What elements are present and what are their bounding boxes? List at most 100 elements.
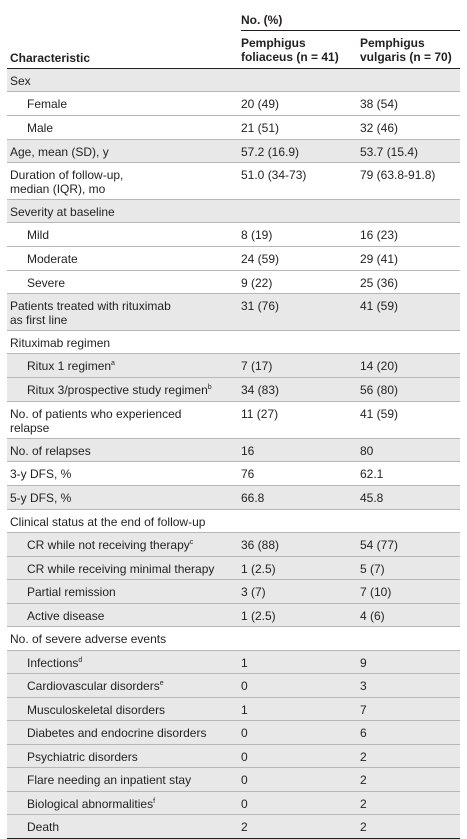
vulgaris-value: 14 (20) bbox=[360, 359, 399, 373]
foliaceus-value: 7 (17) bbox=[241, 359, 273, 373]
table-row: No. of severe adverse events bbox=[7, 627, 460, 651]
foliaceus-value: 2 bbox=[241, 820, 248, 834]
vulgaris-value: 3 bbox=[360, 679, 367, 693]
vulgaris-value: 2 bbox=[360, 797, 367, 811]
table-body: Sex Female 20 (49) 38 (54) Male 21 (51) 32 (46… bbox=[7, 69, 460, 839]
row-label-text: Partial remission bbox=[27, 585, 116, 599]
row-label-text: Severe bbox=[27, 276, 66, 290]
table-row: No. of patients who experienced relapse 11… bbox=[7, 402, 460, 439]
row-label-text: Musculoskeletal disorders bbox=[27, 703, 166, 717]
table-row: Musculoskeletal disorders 1 7 bbox=[7, 698, 460, 721]
table-row: 5-y DFS, % 66.8 45.8 bbox=[7, 486, 460, 510]
row-label-text: No. of patients who experienced bbox=[10, 407, 182, 421]
row-label: Age, mean (SD), y bbox=[7, 140, 238, 159]
table-row: Severity at baseline bbox=[7, 200, 460, 223]
table-row: Severe 9 (22) 25 (36) bbox=[7, 271, 460, 294]
row-label: Severe bbox=[7, 271, 238, 290]
row-label-text-line-2: relapse bbox=[10, 421, 50, 435]
row-label-text: No. of relapses bbox=[10, 444, 91, 458]
row-label-text: 3-y DFS, % bbox=[10, 467, 72, 481]
foliaceus-value: 1 (2.5) bbox=[241, 609, 276, 623]
table-row: Psychiatric disorders 0 2 bbox=[7, 745, 460, 768]
row-label-text: Clinical status at the end of follow-up bbox=[10, 515, 206, 529]
foliaceus-value: 20 (49) bbox=[241, 97, 280, 111]
table-row: Partial remission 3 (7) 7 (10) bbox=[7, 580, 460, 604]
row-label-text: Biological abnormalities bbox=[27, 797, 154, 811]
foliaceus-value: 57.2 (16.9) bbox=[241, 145, 300, 159]
foliaceus-value: 0 bbox=[241, 679, 248, 693]
table-row: Female 20 (49) 38 (54) bbox=[7, 92, 460, 116]
row-label-text-line-2: as first line bbox=[10, 313, 68, 327]
row-label: Clinical status at the end of follow-up bbox=[7, 510, 238, 529]
row-label-text: Severity at baseline bbox=[10, 205, 115, 219]
row-label: CR while receiving minimal therapy bbox=[7, 557, 238, 576]
foliaceus-value: 21 (51) bbox=[241, 121, 280, 135]
foliaceus-value: 8 (19) bbox=[241, 228, 273, 242]
table-row: Infectionsd 1 9 bbox=[7, 651, 460, 674]
vulgaris-value bbox=[357, 331, 460, 336]
vulgaris-value: 80 bbox=[360, 444, 374, 458]
table-row: Clinical status at the end of follow-up bbox=[7, 510, 460, 533]
characteristic-header: Characteristic bbox=[10, 51, 91, 65]
vulgaris-header-line-2: vulgaris (n = 70) bbox=[360, 50, 452, 64]
row-label-text: Sex bbox=[10, 74, 31, 88]
row-label: Diabetes and endocrine disorders bbox=[7, 721, 238, 740]
row-label-text: Rituximab regimen bbox=[10, 336, 111, 350]
footnote-marker: b bbox=[207, 384, 212, 391]
foliaceus-value: 0 bbox=[241, 773, 248, 787]
table-row: Mild 8 (19) 16 (23) bbox=[7, 223, 460, 247]
row-label-text: Age, mean (SD), y bbox=[10, 145, 109, 159]
vulgaris-value: 45.8 bbox=[360, 491, 384, 505]
vulgaris-value: 2 bbox=[360, 773, 367, 787]
foliaceus-value: 31 (76) bbox=[241, 299, 280, 313]
vulgaris-value: 41 (59) bbox=[360, 407, 399, 421]
foliaceus-value bbox=[238, 627, 357, 632]
row-label-text: Duration of follow-up, bbox=[10, 168, 124, 182]
row-label-text: No. of severe adverse events bbox=[10, 632, 167, 646]
foliaceus-value: 66.8 bbox=[241, 491, 265, 505]
vulgaris-value: 7 bbox=[360, 703, 367, 717]
vulgaris-value: 62.1 bbox=[360, 467, 384, 481]
row-label-text: 5-y DFS, % bbox=[10, 491, 72, 505]
foliaceus-value: 0 bbox=[241, 750, 248, 764]
row-label: Infectionsd bbox=[7, 651, 238, 670]
vulgaris-value: 38 (54) bbox=[360, 97, 399, 111]
vulgaris-column-header: Pemphigus vulgaris (n = 70) bbox=[360, 36, 452, 64]
foliaceus-value: 11 (27) bbox=[241, 407, 279, 421]
table-row: Biological abnormalitiesf 0 2 bbox=[7, 792, 460, 815]
table-row: Duration of follow-up, median (IQR), mo 51… bbox=[7, 163, 460, 200]
table-row: Patients treated with rituximab as first … bbox=[7, 294, 460, 331]
row-label-text: CR while receiving minimal therapy bbox=[27, 562, 215, 576]
vulgaris-value: 2 bbox=[360, 750, 367, 764]
row-label: Mild bbox=[7, 223, 238, 242]
vulgaris-value: 25 (36) bbox=[360, 276, 399, 290]
row-label: No. of patients who experienced relapse bbox=[7, 402, 238, 435]
row-label: Duration of follow-up, median (IQR), mo bbox=[7, 163, 238, 196]
row-label-text: CR while not receiving therapy bbox=[27, 538, 190, 552]
foliaceus-value: 0 bbox=[241, 726, 248, 740]
row-label: Female bbox=[7, 92, 238, 111]
row-label-text: Cardiovascular disorders bbox=[27, 679, 160, 693]
foliaceus-value: 34 (83) bbox=[241, 383, 280, 397]
row-label-text: Patients treated with rituximab bbox=[10, 299, 171, 313]
row-label: Partial remission bbox=[7, 580, 238, 599]
footnote-marker: d bbox=[78, 657, 83, 664]
foliaceus-value: 0 bbox=[241, 797, 248, 811]
foliaceus-value bbox=[238, 69, 357, 74]
row-label: CR while not receiving therapyc bbox=[7, 533, 238, 552]
vulgaris-value: 79 (63.8-91.8) bbox=[360, 168, 436, 182]
foliaceus-value: 51.0 (34-73) bbox=[241, 168, 307, 182]
footnote-marker: e bbox=[159, 680, 164, 687]
foliaceus-value: 24 (59) bbox=[241, 252, 280, 266]
vulgaris-value: 54 (77) bbox=[360, 538, 399, 552]
vulgaris-value: 29 (41) bbox=[360, 252, 399, 266]
footnote-marker: a bbox=[111, 360, 115, 367]
vulgaris-value: 7 (10) bbox=[360, 585, 392, 599]
table-row: Ritux 1 regimena 7 (17) 14 (20) bbox=[7, 354, 460, 378]
row-label-text: Diabetes and endocrine disorders bbox=[27, 726, 207, 740]
vulgaris-value bbox=[357, 69, 460, 74]
table-row: Flare needing an inpatient stay 0 2 bbox=[7, 768, 460, 792]
row-label-text: Female bbox=[27, 97, 68, 111]
row-label: Biological abnormalitiesf bbox=[7, 792, 238, 811]
row-label: Cardiovascular disorderse bbox=[7, 674, 238, 693]
